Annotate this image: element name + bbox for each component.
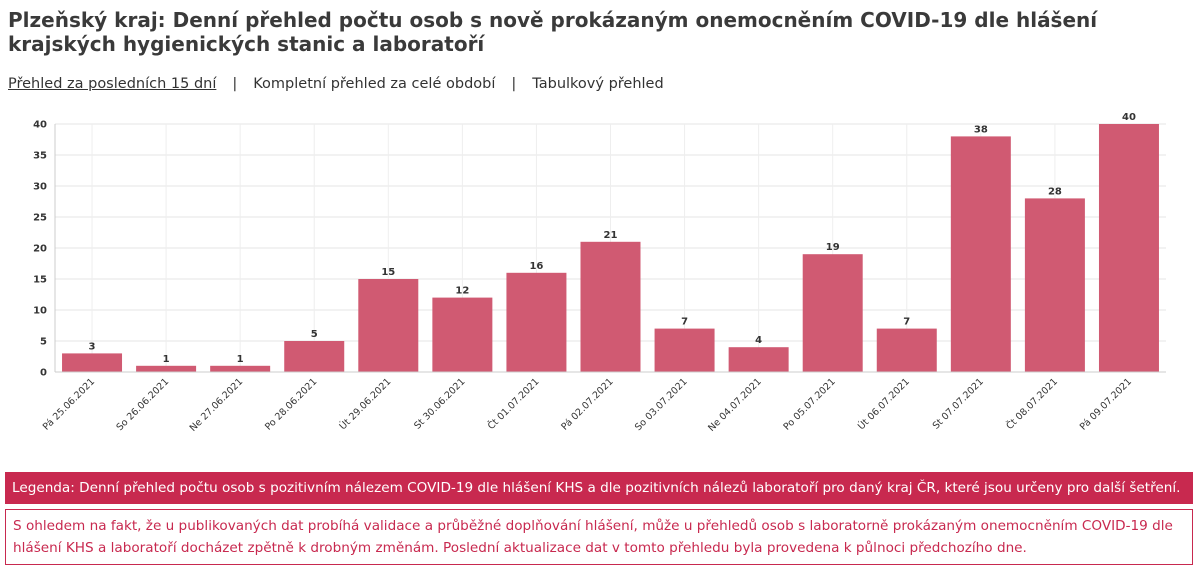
bar-13: [950, 136, 1011, 372]
x-tick-label: Po 28.06.2021: [263, 376, 319, 432]
x-tick-label: Ne 27.06.2021: [188, 376, 246, 434]
data-label: 19: [826, 242, 840, 253]
tab-table-view[interactable]: Tabulkový přehled: [532, 76, 664, 92]
data-label: 15: [381, 267, 395, 278]
x-tick-label: Po 05.07.2021: [782, 376, 838, 432]
bar-4: [284, 341, 345, 372]
legend-banner: Legenda: Denní přehled počtu osob s pozi…: [5, 472, 1193, 504]
y-tick-label: 25: [33, 213, 47, 224]
y-tick-label: 5: [40, 337, 47, 348]
bar-3: [210, 365, 271, 372]
data-label: 1: [237, 354, 244, 365]
bar-8: [580, 241, 641, 372]
x-tick-label: St 07.07.2021: [931, 376, 986, 431]
tab-full-period[interactable]: Kompletní přehled za celé období: [253, 76, 496, 92]
data-label: 12: [455, 286, 469, 297]
x-tick-label: So 03.07.2021: [633, 376, 690, 433]
x-tick-label: Út 06.07.2021: [855, 376, 912, 433]
data-label: 21: [604, 230, 618, 241]
tab-separator: |: [232, 76, 238, 92]
bar-7: [506, 272, 567, 372]
bar-10: [728, 347, 789, 372]
y-tick-label: 15: [33, 275, 47, 286]
x-tick-label: Pá 25.06.2021: [41, 376, 97, 432]
data-label: 7: [681, 317, 688, 328]
data-label: 7: [903, 317, 910, 328]
data-label: 5: [311, 329, 318, 340]
x-tick-label: Ne 04.07.2021: [706, 376, 764, 434]
bar-14: [1024, 198, 1085, 372]
view-tabs: Přehled za posledních 15 dní | Kompletní…: [8, 76, 664, 92]
x-tick-label: Pá 09.07.2021: [1078, 376, 1134, 432]
data-label: 3: [89, 341, 96, 352]
bar-9: [654, 328, 715, 372]
data-label: 4: [755, 335, 762, 346]
y-tick-label: 20: [33, 244, 47, 255]
y-tick-label: 0: [40, 368, 47, 379]
bar-2: [136, 365, 197, 372]
bar-6: [432, 297, 493, 372]
y-tick-label: 35: [33, 151, 47, 162]
bar-12: [876, 328, 937, 372]
bar-5: [358, 279, 419, 372]
data-validation-note: S ohledem na fakt, že u publikovaných da…: [5, 509, 1193, 565]
tab-last-15-days[interactable]: Přehled za posledních 15 dní: [8, 76, 217, 92]
x-tick-label: Čt 01.07.2021: [485, 376, 541, 432]
bar-11: [802, 254, 863, 372]
data-label: 40: [1122, 112, 1136, 123]
data-label: 1: [163, 354, 170, 365]
page-title: Plzeňský kraj: Denní přehled počtu osob …: [8, 8, 1098, 56]
data-label: 38: [974, 124, 988, 135]
x-tick-label: So 26.06.2021: [114, 376, 171, 433]
bar-15: [1098, 124, 1159, 372]
data-label: 16: [529, 261, 543, 272]
y-tick-label: 40: [33, 120, 47, 131]
tab-separator: |: [511, 76, 517, 92]
bar-1: [62, 353, 123, 372]
x-tick-label: St 30.06.2021: [412, 376, 467, 431]
y-tick-label: 30: [33, 182, 47, 193]
x-tick-label: Pá 02.07.2021: [559, 376, 615, 432]
y-tick-label: 10: [33, 306, 47, 317]
x-tick-label: Čt 08.07.2021: [1004, 376, 1060, 432]
x-tick-label: Út 29.06.2021: [337, 376, 394, 433]
data-label: 28: [1048, 186, 1062, 197]
